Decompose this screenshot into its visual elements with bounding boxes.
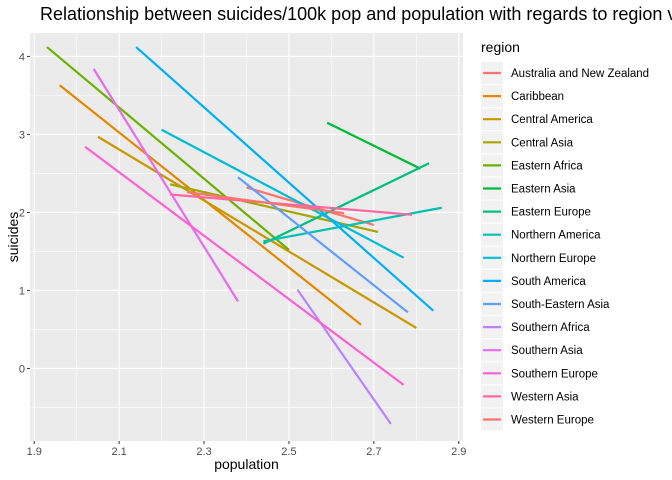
x-tick-label: 2.1: [111, 446, 126, 458]
legend-item: Southern Asia: [481, 339, 583, 362]
x-tick-label: 2.7: [366, 446, 381, 458]
legend: region Australia and New Zealand Caribbea…: [481, 39, 649, 431]
y-tick-label: 2: [19, 207, 25, 219]
legend-label: Eastern Africa: [511, 160, 583, 172]
x-tick-label: 2.5: [281, 446, 296, 458]
legend-label: Caribbean: [511, 91, 564, 103]
legend-item: South America: [481, 269, 586, 292]
legend-item: Eastern Asia: [481, 177, 576, 200]
y-tick-label: 0: [19, 363, 25, 375]
legend-item: Eastern Africa: [481, 154, 583, 177]
series-line: [169, 193, 413, 216]
legend-label: Eastern Asia: [511, 184, 576, 196]
legend-item: Southern Europe: [481, 362, 598, 385]
series-line: [296, 289, 392, 425]
series-line: [97, 135, 417, 329]
series-line: [135, 46, 435, 312]
legend-label: Central Asia: [511, 137, 574, 149]
legend-label: Central America: [511, 114, 593, 126]
legend-label: Australia and New Zealand: [511, 68, 649, 80]
series-line: [237, 176, 409, 314]
legend-item: Eastern Europe: [481, 200, 591, 223]
legend-label: Southern Africa: [511, 322, 590, 334]
legend-label: South-Eastern Asia: [511, 299, 610, 311]
legend-item: Central America: [481, 108, 593, 131]
legend-label: Western Asia: [511, 391, 579, 403]
legend-label: Eastern Europe: [511, 207, 591, 219]
series-line: [169, 183, 379, 234]
series-line: [92, 68, 239, 302]
x-tick-label: 2.9: [451, 446, 466, 458]
series-line: [161, 128, 405, 259]
legend-label: South America: [511, 276, 586, 288]
legend-label: Northern Europe: [511, 253, 596, 265]
series-line: [326, 121, 422, 170]
y-tick-label: 3: [19, 129, 25, 141]
legend-item: Northern America: [481, 223, 601, 246]
series-line: [263, 206, 442, 243]
x-tick-label: 1.9: [27, 446, 42, 458]
axes: 1.9 2.1 2.3 2.5 2.7 2.9 0 1 2 3 4: [19, 51, 467, 458]
series-line: [84, 146, 405, 386]
x-axis-title: population: [214, 456, 279, 472]
series-line: [263, 162, 430, 245]
legend-label: Southern Asia: [511, 345, 583, 357]
legend-item: South-Eastern Asia: [481, 293, 610, 315]
legend-item: Southern Africa: [481, 316, 590, 339]
legend-title: region: [481, 39, 520, 55]
chart-title: Relationship between suicides/100k pop a…: [40, 4, 672, 24]
series-line: [186, 191, 345, 215]
legend-item: Australia and New Zealand: [481, 62, 649, 84]
legend-item: Western Asia: [481, 385, 579, 408]
y-tick-label: 4: [19, 51, 25, 63]
legend-item: Central Asia: [481, 131, 574, 154]
legend-item: Western Europe: [481, 408, 594, 431]
y-tick-label: 1: [19, 285, 25, 297]
series-line: [46, 46, 290, 251]
y-axis-title: suicides: [5, 212, 21, 263]
legend-label: Western Europe: [511, 415, 594, 427]
legend-item: Caribbean: [481, 85, 564, 108]
legend-item: Northern Europe: [481, 246, 596, 269]
legend-label: Southern Europe: [511, 368, 598, 380]
series-lines: [46, 46, 442, 425]
legend-label: Northern America: [511, 230, 601, 242]
x-tick-label: 2.3: [196, 446, 211, 458]
